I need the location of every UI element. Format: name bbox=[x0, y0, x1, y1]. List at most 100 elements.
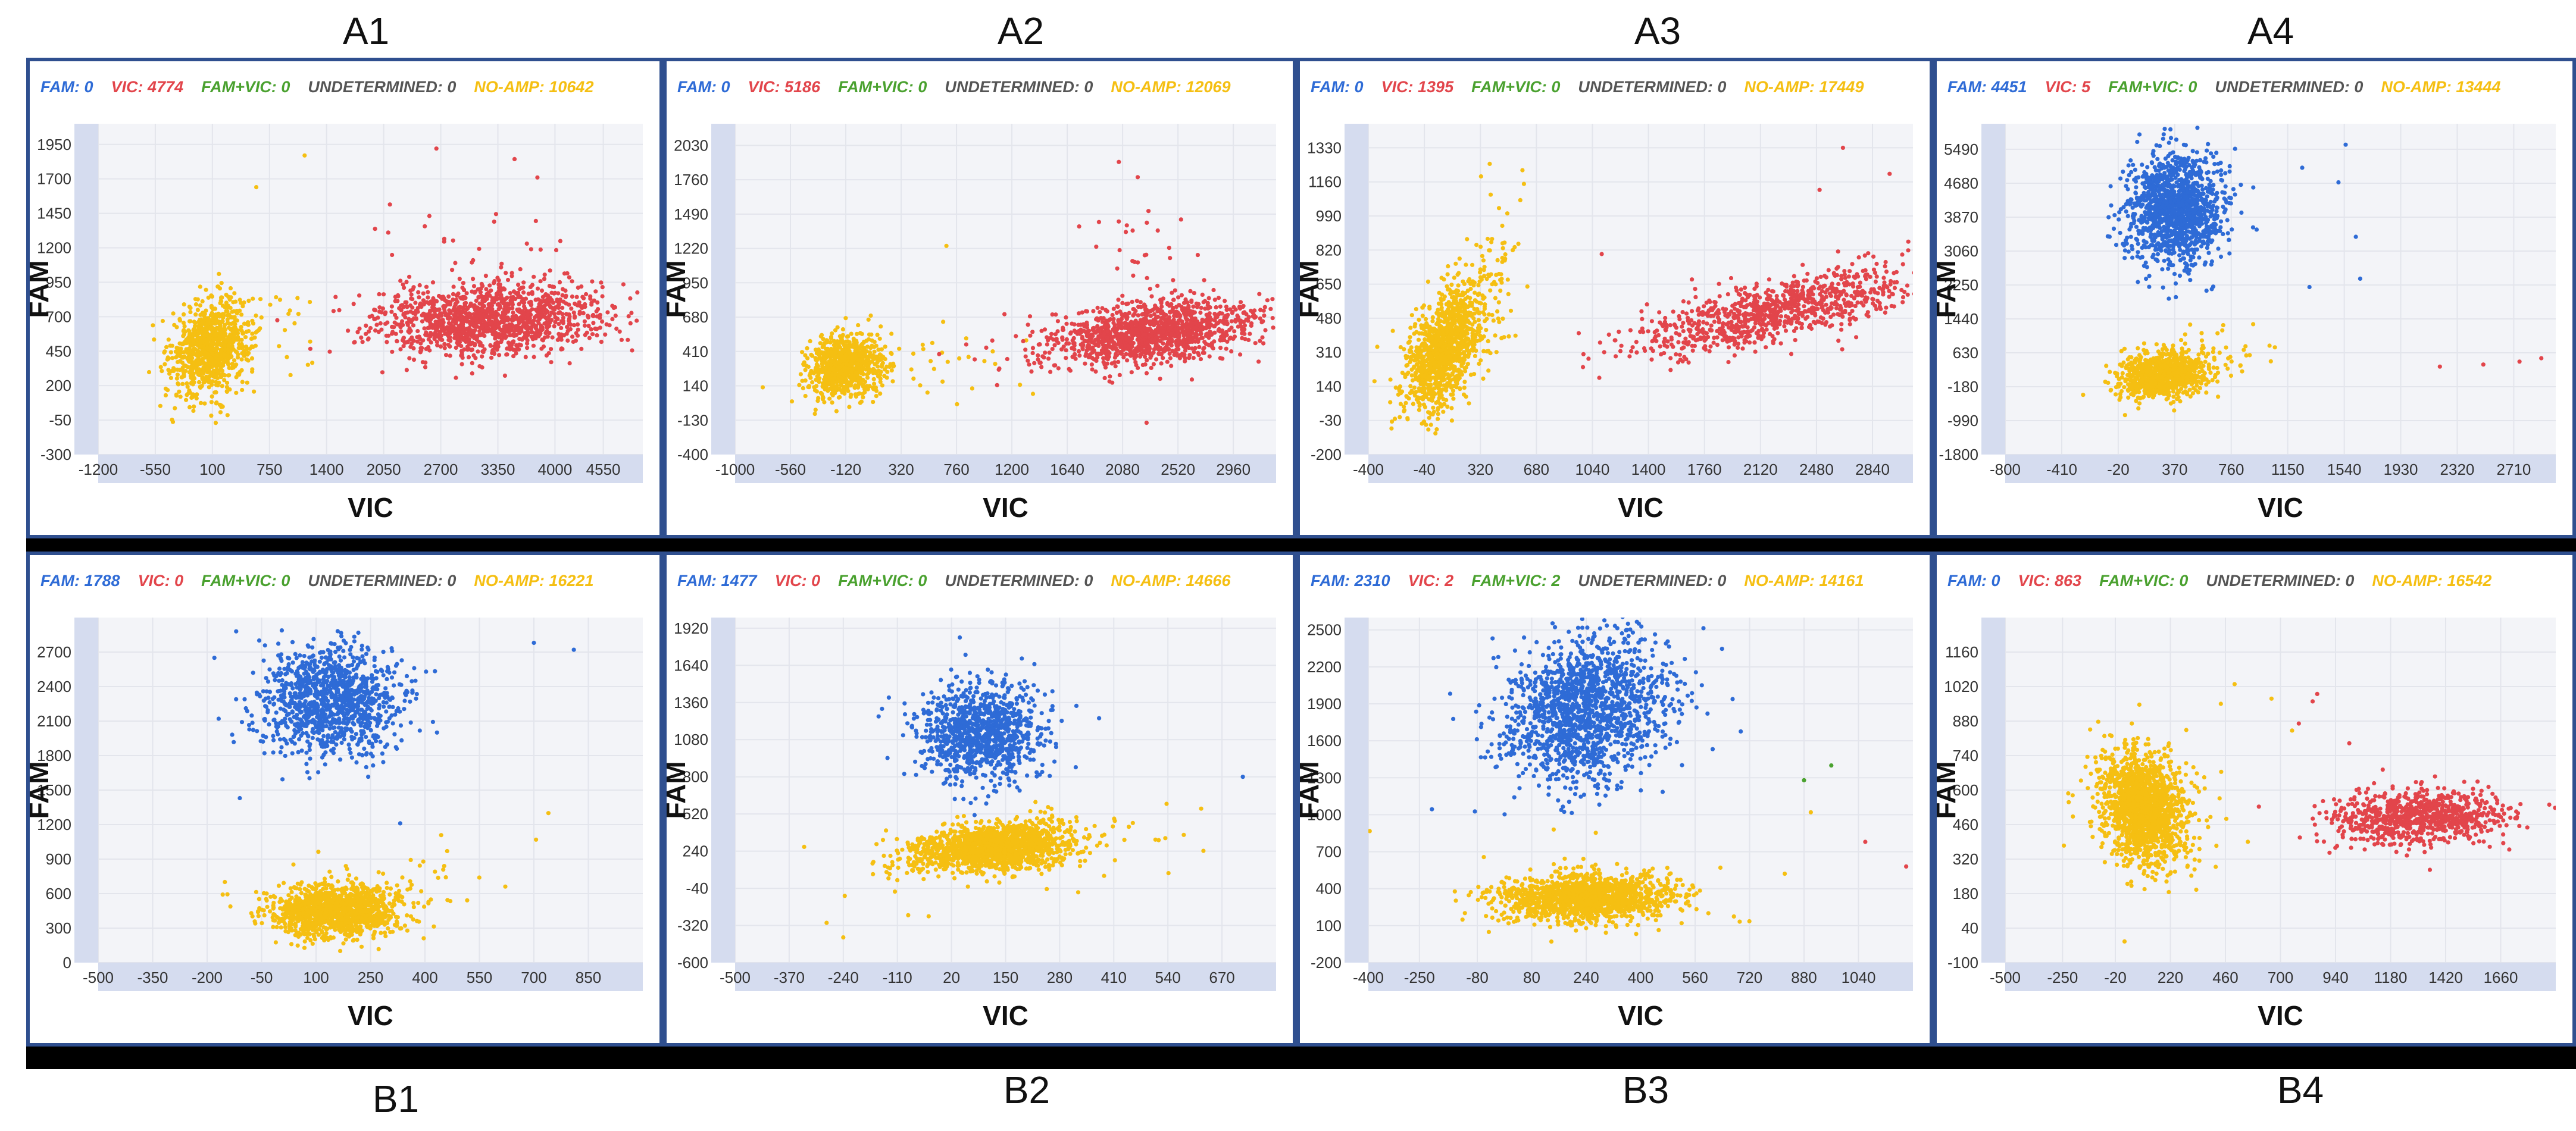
point bbox=[240, 351, 245, 356]
point bbox=[538, 279, 543, 284]
point bbox=[390, 252, 395, 258]
point bbox=[577, 300, 582, 305]
point bbox=[240, 304, 245, 309]
point bbox=[572, 315, 577, 320]
x-tick-label: 2840 bbox=[1855, 460, 1890, 478]
point bbox=[577, 303, 583, 308]
point bbox=[1117, 159, 1121, 164]
point bbox=[486, 315, 492, 319]
point bbox=[421, 298, 426, 303]
x-axis-band bbox=[1368, 455, 1913, 483]
point bbox=[220, 368, 225, 373]
point bbox=[255, 329, 260, 334]
point bbox=[480, 354, 484, 359]
point bbox=[652, 330, 656, 334]
point bbox=[1130, 259, 1135, 264]
point bbox=[1071, 336, 1076, 340]
point bbox=[567, 361, 572, 366]
point bbox=[856, 353, 862, 358]
x-tick-label: 4000 bbox=[537, 460, 572, 478]
point bbox=[246, 329, 251, 334]
point bbox=[830, 400, 834, 405]
point bbox=[445, 312, 449, 317]
point bbox=[218, 298, 223, 303]
point bbox=[861, 395, 865, 400]
point bbox=[434, 340, 439, 344]
point bbox=[1151, 319, 1156, 324]
point bbox=[1121, 346, 1126, 352]
y-axis-band bbox=[74, 124, 98, 455]
point bbox=[579, 346, 584, 351]
point bbox=[171, 368, 176, 374]
point bbox=[454, 375, 458, 380]
point bbox=[517, 347, 521, 352]
point bbox=[845, 339, 850, 344]
point bbox=[398, 278, 403, 283]
point bbox=[1120, 312, 1124, 317]
point bbox=[411, 323, 416, 328]
x-tick-label: 2050 bbox=[367, 460, 401, 478]
point bbox=[1199, 331, 1203, 336]
point bbox=[1134, 327, 1139, 332]
point bbox=[517, 337, 522, 342]
point bbox=[833, 328, 838, 333]
point bbox=[1105, 309, 1109, 314]
point bbox=[849, 372, 854, 377]
point bbox=[296, 312, 301, 317]
x-tick-label: -400 bbox=[1353, 460, 1384, 478]
point bbox=[614, 326, 619, 331]
point bbox=[1224, 346, 1228, 351]
point bbox=[1076, 322, 1081, 327]
point bbox=[176, 382, 181, 387]
point bbox=[1143, 332, 1148, 337]
point bbox=[853, 349, 858, 353]
point bbox=[460, 316, 465, 321]
y-axis-title: FAM bbox=[1300, 260, 1324, 318]
point bbox=[390, 349, 395, 354]
panel-title-b4: B4 bbox=[2277, 1069, 2324, 1111]
point bbox=[207, 380, 211, 385]
point bbox=[202, 318, 207, 322]
point bbox=[198, 340, 203, 345]
y-tick-label: -400 bbox=[677, 446, 708, 463]
point bbox=[227, 348, 232, 353]
point bbox=[1124, 317, 1129, 321]
point bbox=[409, 335, 414, 340]
data-points bbox=[1372, 145, 1913, 436]
point bbox=[423, 365, 428, 369]
point bbox=[277, 344, 282, 349]
point bbox=[1112, 355, 1117, 360]
point bbox=[1278, 327, 1282, 331]
point bbox=[588, 296, 593, 301]
point bbox=[876, 347, 881, 352]
point bbox=[533, 333, 538, 337]
point bbox=[191, 338, 196, 343]
point bbox=[527, 309, 533, 314]
point bbox=[479, 319, 483, 324]
point bbox=[225, 309, 230, 314]
point bbox=[1195, 253, 1200, 258]
point bbox=[1076, 349, 1081, 353]
point bbox=[511, 339, 516, 344]
point bbox=[1097, 328, 1102, 333]
point bbox=[1120, 293, 1125, 298]
point bbox=[411, 358, 417, 362]
point bbox=[1446, 264, 1450, 269]
point bbox=[511, 289, 517, 294]
point bbox=[1229, 349, 1234, 354]
point bbox=[287, 308, 292, 313]
point bbox=[226, 313, 230, 318]
point bbox=[438, 320, 443, 325]
point bbox=[1223, 319, 1227, 324]
point bbox=[393, 295, 398, 299]
point bbox=[474, 337, 479, 342]
point bbox=[416, 290, 421, 295]
point bbox=[447, 308, 452, 313]
point bbox=[1047, 350, 1052, 355]
point bbox=[518, 267, 523, 272]
point bbox=[821, 368, 826, 373]
point bbox=[1162, 346, 1167, 351]
point bbox=[442, 239, 446, 244]
point bbox=[357, 293, 362, 298]
point bbox=[866, 317, 871, 322]
